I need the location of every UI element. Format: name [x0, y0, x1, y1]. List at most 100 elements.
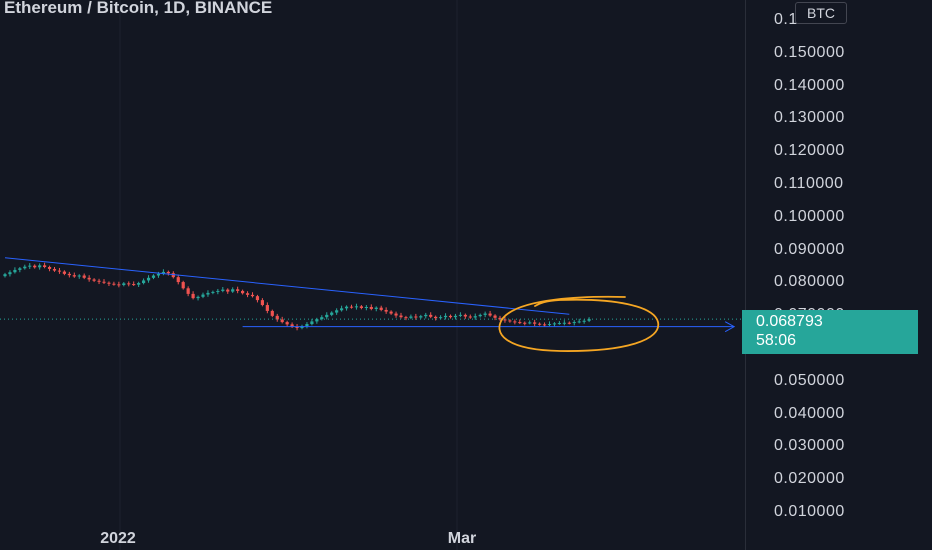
candle-body — [473, 316, 477, 318]
candle-body — [280, 319, 284, 323]
price-axis[interactable]: 0.1600000.1500000.1400000.1300000.120000… — [745, 0, 932, 550]
candle-body — [567, 322, 571, 324]
arrow-head-icon — [724, 321, 736, 333]
candle-body — [18, 268, 22, 270]
candle-body — [33, 265, 37, 268]
candle-body — [107, 282, 111, 284]
candle-body — [236, 289, 240, 291]
candle-body — [369, 307, 373, 309]
candle-body — [102, 281, 106, 283]
candle-body — [241, 290, 245, 294]
candle-body — [166, 271, 170, 274]
candle-body — [503, 319, 507, 321]
candle-body — [552, 323, 557, 325]
currency-label[interactable]: BTC — [795, 2, 847, 24]
candle-body — [305, 324, 309, 327]
candle-body — [577, 321, 581, 323]
candle-body — [330, 312, 334, 315]
y-tick-label: 0.030000 — [774, 437, 845, 455]
candle-body — [359, 306, 363, 308]
y-tick-label: 0.020000 — [774, 470, 845, 488]
candle-body — [399, 315, 403, 318]
candle-body — [92, 279, 96, 281]
candle-body — [270, 310, 274, 316]
candle-body — [528, 322, 532, 324]
candle-body — [67, 273, 71, 276]
candle-body — [231, 289, 235, 292]
candle-body — [557, 323, 561, 325]
candle-body — [221, 289, 225, 291]
candle-body — [77, 275, 81, 277]
candle-body — [523, 322, 527, 324]
candle-body — [419, 316, 423, 318]
candle-body — [245, 293, 250, 295]
candle-body — [429, 314, 433, 317]
candle-body — [97, 280, 101, 282]
candle-body — [538, 323, 542, 325]
candle-body — [533, 322, 537, 324]
candle-body — [142, 280, 146, 284]
candle-body — [364, 307, 368, 308]
bar-countdown: 58:06 — [756, 332, 797, 349]
candle-body — [290, 324, 294, 327]
candle-body — [379, 307, 383, 310]
candle-body — [146, 277, 151, 281]
candle-body — [206, 292, 210, 295]
chart-svg[interactable] — [0, 0, 745, 550]
candle-body — [151, 275, 156, 278]
candle-body — [562, 322, 566, 324]
candle-body — [47, 266, 52, 269]
candle-body — [28, 265, 32, 267]
candle-body — [137, 283, 141, 285]
candle-body — [325, 314, 329, 318]
y-tick-label: 0.010000 — [774, 503, 845, 520]
candle-body — [389, 311, 393, 314]
candle-body — [483, 313, 487, 315]
candle-body — [3, 274, 7, 277]
candle-body — [156, 273, 161, 276]
candle-body — [453, 315, 458, 318]
candle-body — [62, 271, 66, 274]
candle-body — [493, 315, 497, 318]
candle-body — [171, 273, 175, 278]
chart-title: Ethereum / Bitcoin, 1D, BINANCE — [4, 0, 273, 17]
x-tick-label: 2022 — [100, 530, 136, 547]
candle-body — [448, 315, 453, 318]
candle-body — [310, 321, 314, 325]
candle-body — [384, 309, 388, 312]
y-tick-label: 0.040000 — [774, 404, 845, 422]
candle-body — [285, 322, 289, 325]
candle-body — [255, 296, 260, 301]
candle-body — [513, 321, 517, 323]
candle-body — [226, 289, 230, 292]
y-tick-label: 0.120000 — [774, 142, 845, 160]
candle-body — [488, 313, 492, 316]
chart-area[interactable] — [0, 0, 745, 550]
candle-body — [132, 284, 136, 286]
x-tick-label: Mar — [447, 530, 477, 547]
candle-body — [518, 322, 522, 324]
y-tick-label: 0.100000 — [774, 207, 845, 225]
candle-body — [424, 314, 428, 317]
candle-body — [439, 317, 443, 319]
candle-body — [13, 269, 17, 273]
candle-body — [542, 324, 547, 326]
candle-body — [458, 314, 462, 316]
candle-body — [201, 294, 205, 297]
candle-body — [478, 314, 482, 317]
candle-body — [43, 265, 47, 267]
candle-body — [320, 317, 324, 320]
candle-body — [161, 271, 165, 274]
candle-body — [335, 310, 339, 313]
candle-body — [23, 266, 27, 269]
candle-body — [57, 270, 62, 272]
candle-body — [414, 316, 418, 318]
candle-body — [260, 300, 264, 306]
y-tick-label: 0.110000 — [774, 175, 844, 192]
candle-body — [374, 307, 378, 309]
candle-body — [409, 316, 413, 318]
y-tick-label: 0.090000 — [774, 240, 845, 258]
candle-body — [186, 288, 190, 294]
candle-body — [508, 320, 512, 322]
candle-body — [265, 305, 269, 311]
